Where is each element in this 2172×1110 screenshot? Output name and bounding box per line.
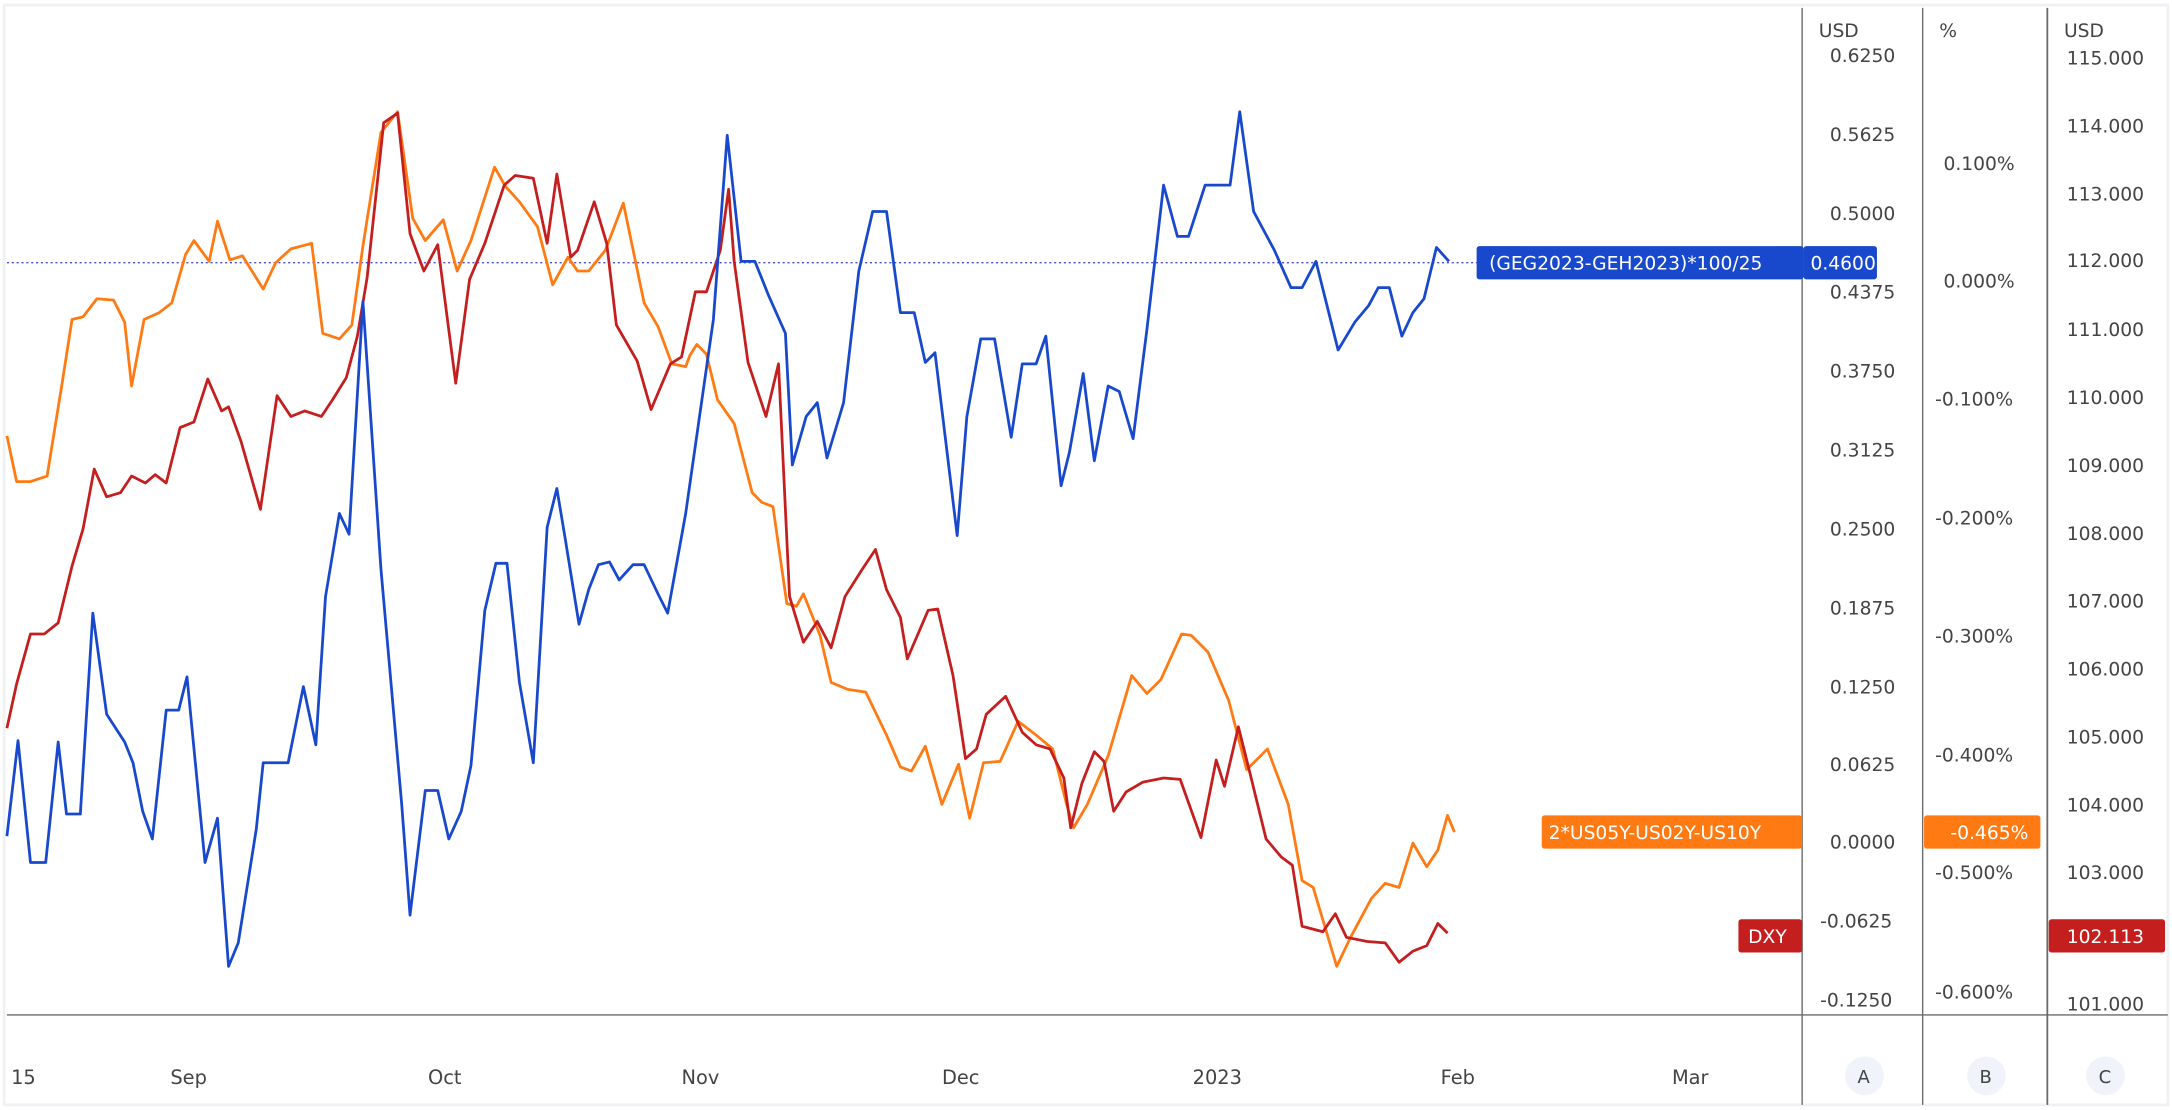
axis-a-tick: 0.2500 bbox=[1830, 520, 1895, 541]
axis-c-tick: 105.000 bbox=[2067, 727, 2144, 748]
price-tag-geg: 0.4600 bbox=[1803, 246, 1877, 280]
scale-button-c[interactable]: C bbox=[2086, 1056, 2125, 1096]
plot-area[interactable] bbox=[5, 7, 1803, 1015]
axis-a-tick: 0.0000 bbox=[1830, 833, 1895, 854]
series-line-dxy bbox=[5, 111, 1449, 964]
axis-a-tick: 0.1875 bbox=[1830, 599, 1895, 620]
scale-button-b-label: B bbox=[1979, 1067, 1991, 1088]
x-label: Mar bbox=[1672, 1066, 1709, 1089]
series-line-geg bbox=[5, 110, 1450, 968]
axis-c-tick: 115.000 bbox=[2067, 49, 2144, 70]
series-tag-geg-name: (GEG2023-GEH2023)*100/25 bbox=[1489, 254, 1762, 275]
price-scale-a[interactable]: USD 0.6250 0.5625 0.5000 0.4375 0.3750 0… bbox=[1819, 21, 1895, 1012]
price-scale-b[interactable]: % 0.100% 0.000% -0.100% -0.200% -0.300% … bbox=[1935, 21, 2015, 1003]
axis-a-tick: 0.4375 bbox=[1830, 283, 1895, 304]
series-line-us-curve bbox=[5, 110, 1456, 968]
axis-b-tick: -0.600% bbox=[1935, 982, 2013, 1003]
price-scale-c[interactable]: USD 115.000 114.000 113.000 112.000 111.… bbox=[2064, 21, 2144, 1023]
axis-b-unit: % bbox=[1939, 21, 1957, 42]
series-tag-geg[interactable]: (GEG2023-GEH2023)*100/25 bbox=[1476, 246, 1804, 280]
x-label: Oct bbox=[428, 1066, 462, 1089]
axis-c-tick: 108.000 bbox=[2067, 524, 2144, 545]
axis-c-tick: 106.000 bbox=[2067, 660, 2144, 681]
axis-a-tick: 0.6250 bbox=[1830, 46, 1895, 67]
axis-b-tick: -0.200% bbox=[1935, 509, 2013, 530]
axis-c-tick: 111.000 bbox=[2067, 320, 2144, 341]
x-label: 15 bbox=[11, 1066, 36, 1089]
axis-a-tick: 0.3750 bbox=[1830, 362, 1895, 383]
axis-b-tick: 0.100% bbox=[1943, 154, 2014, 175]
axis-a-tick: 0.5625 bbox=[1830, 125, 1895, 146]
axis-a-tick: 0.0625 bbox=[1830, 755, 1895, 776]
x-label: Feb bbox=[1441, 1066, 1475, 1089]
scale-button-a[interactable]: A bbox=[1845, 1056, 1884, 1096]
axis-c-tick: 114.000 bbox=[2067, 117, 2144, 138]
scale-button-a-label: A bbox=[1858, 1067, 1871, 1088]
axis-b-tick: -0.400% bbox=[1935, 745, 2013, 766]
scale-button-b[interactable]: B bbox=[1966, 1056, 2006, 1096]
series-tag-us-curve[interactable]: 2*US05Y-US02Y-US10Y bbox=[1541, 815, 1803, 849]
axis-c-tick-101-visible: 101.000 bbox=[2067, 995, 2144, 1016]
x-label: 2023 bbox=[1193, 1066, 1242, 1089]
axis-b-tick: -0.500% bbox=[1935, 863, 2013, 884]
price-tag-us-curve-value: -0.465% bbox=[1950, 823, 2028, 844]
series-tag-dxy[interactable]: DXY bbox=[1738, 919, 1803, 953]
axis-b-tick: -0.100% bbox=[1935, 389, 2013, 410]
axis-a-tick: 0.1250 bbox=[1830, 678, 1895, 699]
scale-button-c-label: C bbox=[2099, 1067, 2112, 1088]
axis-c-tick: 113.000 bbox=[2067, 184, 2144, 205]
axis-c-tick: 112.000 bbox=[2067, 251, 2144, 272]
price-tag-dxy: 102.113 bbox=[2048, 919, 2166, 953]
axis-c-tick: 110.000 bbox=[2067, 388, 2144, 409]
x-label: Sep bbox=[170, 1066, 207, 1089]
axis-a-tick: -0.1250 bbox=[1820, 991, 1892, 1012]
axis-c-tick: 103.000 bbox=[2067, 863, 2144, 884]
x-label: Nov bbox=[682, 1066, 720, 1089]
axis-c-unit: USD bbox=[2064, 21, 2104, 42]
price-tag-dxy-value: 102.113 bbox=[2067, 927, 2144, 948]
series-tag-us-curve-name: 2*US05Y-US02Y-US10Y bbox=[1549, 823, 1762, 844]
axis-a-tick: 0.3125 bbox=[1830, 441, 1895, 462]
axis-c-tick: 109.000 bbox=[2067, 456, 2144, 477]
axis-b-tick: 0.000% bbox=[1943, 272, 2014, 293]
axis-a-unit: USD bbox=[1819, 21, 1859, 42]
price-tag-us-curve: -0.465% bbox=[1924, 815, 2041, 849]
axis-a-tick: -0.0625 bbox=[1820, 912, 1892, 933]
time-axis[interactable]: 15 Sep Oct Nov Dec 2023 Feb Mar bbox=[11, 1066, 1708, 1089]
x-label: Dec bbox=[942, 1066, 980, 1089]
axis-c-tick: 104.000 bbox=[2067, 795, 2144, 816]
axis-a-tick: 0.5000 bbox=[1830, 204, 1895, 225]
axis-c-tick: 107.000 bbox=[2067, 592, 2144, 613]
series-tag-dxy-name: DXY bbox=[1748, 927, 1787, 948]
price-tag-geg-value: 0.4600 bbox=[1810, 254, 1875, 275]
axis-b-tick: -0.300% bbox=[1935, 626, 2013, 647]
